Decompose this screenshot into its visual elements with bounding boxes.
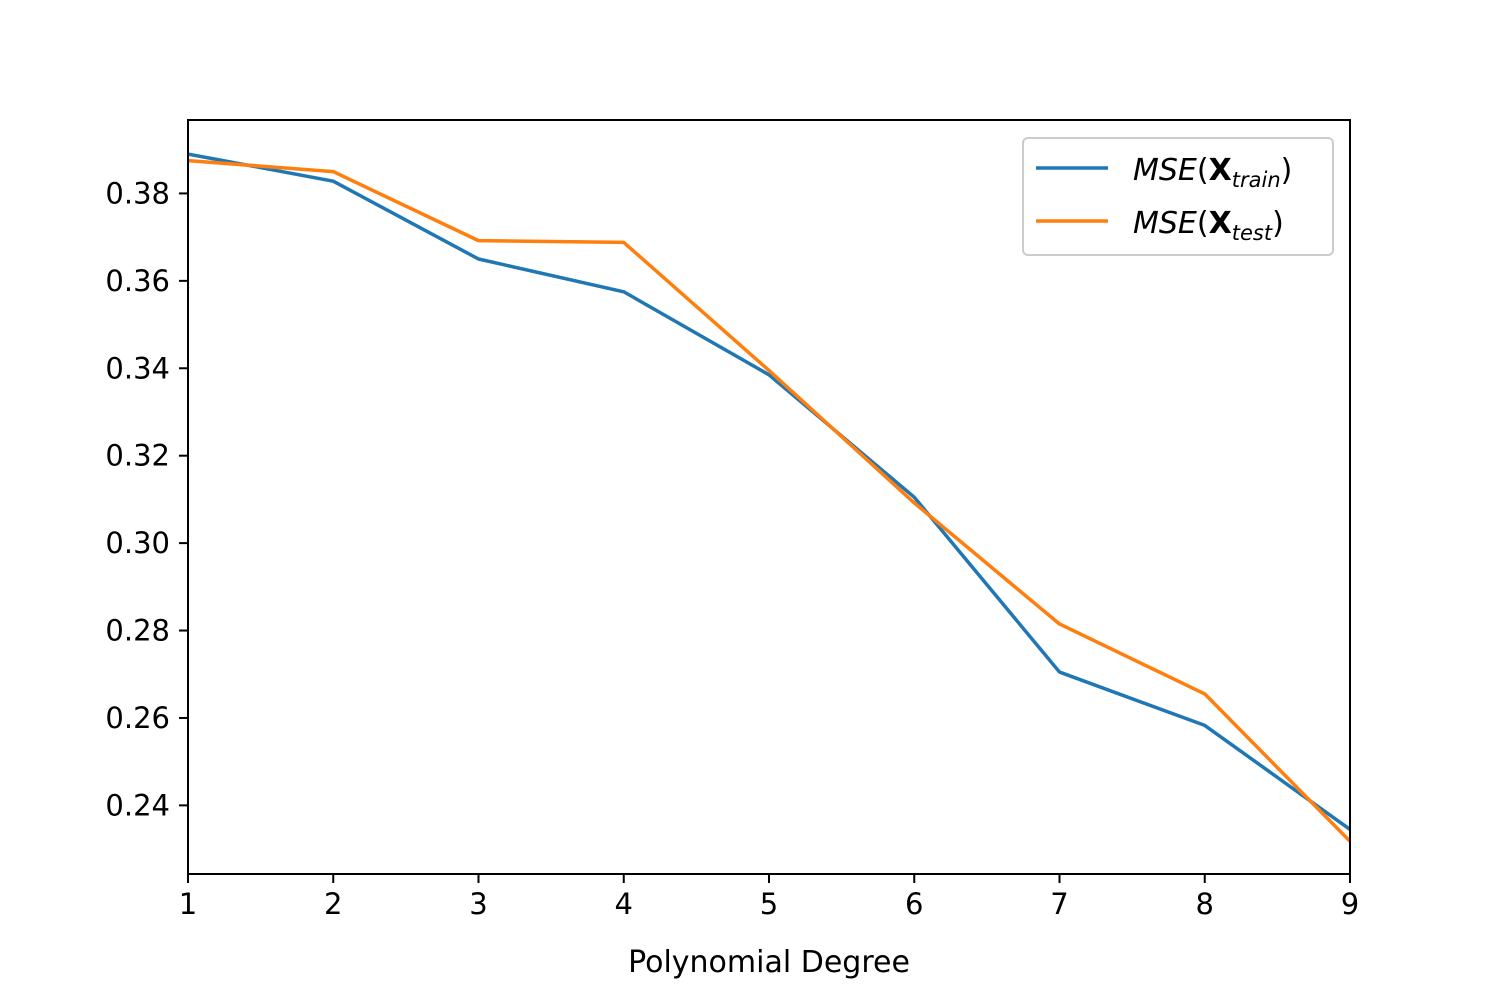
x-tick-label: 7 <box>1050 887 1068 921</box>
legend-label: MSE(Xtrain) <box>1133 153 1292 192</box>
x-tick-label: 9 <box>1341 887 1359 921</box>
x-tick-label: 4 <box>615 887 633 921</box>
series-layer <box>188 152 1350 843</box>
series-line-test <box>188 158 1350 843</box>
y-tick-label: 0.28 <box>105 614 170 648</box>
y-tick-label: 0.34 <box>105 351 170 385</box>
legend-label: MSE(Xtest) <box>1133 206 1284 245</box>
x-tick-label: 2 <box>324 887 342 921</box>
legend: MSE(Xtrain) MSE(Xtest) <box>1022 137 1334 256</box>
x-axis-title: Polynomial Degree <box>628 945 910 980</box>
x-tick-label: 5 <box>760 887 778 921</box>
y-tick-label: 0.36 <box>105 264 170 298</box>
ticks-layer: 1 2 3 4 5 6 7 8 9 0.24 0.26 0.28 0.30 0.32 0.34 0.36 0.3… <box>105 176 1359 921</box>
x-tick-label: 1 <box>179 887 197 921</box>
plot-frame <box>187 119 1351 875</box>
y-tick-label: 0.30 <box>105 526 170 560</box>
y-tick-label: 0.24 <box>105 788 170 822</box>
y-tick-label: 0.38 <box>105 176 170 210</box>
x-tick-label: 8 <box>1196 887 1214 921</box>
y-tick-label: 0.32 <box>105 439 170 473</box>
x-tick-label: 3 <box>469 887 487 921</box>
x-tick-label: 6 <box>905 887 923 921</box>
y-tick-label: 0.26 <box>105 701 170 735</box>
series-line-train <box>188 152 1350 831</box>
